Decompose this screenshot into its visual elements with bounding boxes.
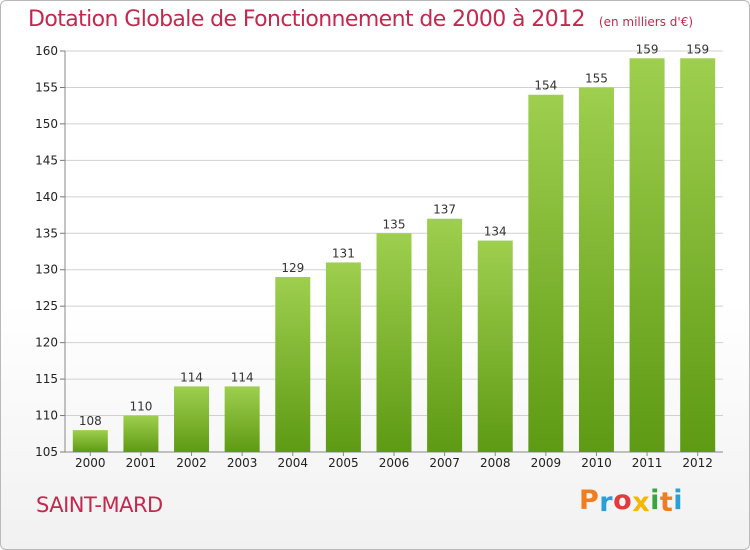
x-tick-label-2012: 2012	[682, 456, 713, 470]
y-tick-label-155: 155	[35, 80, 58, 94]
bar-2007	[427, 218, 463, 452]
logo-letter-4: i	[650, 485, 660, 516]
commune-name: SAINT-MARD	[36, 493, 163, 517]
x-tick-label-2009: 2009	[531, 456, 562, 470]
x-tick-label-2003: 2003	[227, 456, 258, 470]
y-tick-label-160: 160	[35, 44, 58, 58]
data-label-2009: 154	[534, 79, 557, 93]
y-tick-label-115: 115	[35, 372, 58, 386]
chart-title-main: Dotation Globale de Fonctionnement de 20…	[28, 7, 586, 32]
data-label-2001: 110	[129, 400, 152, 414]
bar-2012	[680, 58, 716, 453]
y-tick-label-145: 145	[35, 153, 58, 167]
x-tick-label-2000: 2000	[75, 456, 106, 470]
bar-2001	[123, 415, 159, 452]
data-label-2003: 114	[231, 370, 254, 384]
logo-letter-2: o	[613, 485, 633, 516]
chart-title-unit: (en milliers d'€)	[598, 15, 694, 29]
y-tick-label-135: 135	[35, 226, 58, 240]
y-tick-label-110: 110	[35, 409, 58, 423]
bar-2009	[528, 94, 564, 452]
x-tick-label-2002: 2002	[176, 456, 207, 470]
bar-2011	[629, 58, 665, 453]
y-tick-label-120: 120	[35, 336, 58, 350]
data-label-2012: 159	[686, 42, 709, 56]
bar-2004	[275, 277, 311, 452]
y-tick-label-105: 105	[35, 445, 58, 459]
logo-letter-3: x	[632, 487, 651, 518]
y-tick-label-125: 125	[35, 299, 58, 313]
chart-title: Dotation Globale de Fonctionnement de 20…	[28, 7, 693, 32]
bar-2005	[325, 262, 361, 452]
bar-2002	[174, 386, 210, 452]
data-label-2007: 137	[433, 203, 456, 217]
data-label-2004: 129	[281, 261, 304, 275]
x-tick-label-2011: 2011	[632, 456, 663, 470]
logo-letter-6: i	[673, 485, 684, 516]
bar-2006	[376, 233, 412, 452]
x-tick-label-2007: 2007	[429, 456, 460, 470]
data-label-2011: 159	[636, 42, 659, 56]
data-label-2005: 131	[332, 246, 355, 260]
data-label-2010: 155	[585, 71, 608, 85]
y-tick-label-140: 140	[35, 190, 58, 204]
x-tick-label-2001: 2001	[126, 456, 157, 470]
logo-letter-0: P	[579, 485, 600, 516]
proxiti-logo: Proxiti	[579, 485, 684, 518]
y-tick-label-130: 130	[35, 263, 58, 277]
label-layer: 108 110 114 114 129 131 135 137 134 154 155 159 159	[79, 42, 709, 428]
x-tick-label-2006: 2006	[379, 456, 410, 470]
bar-2003	[224, 386, 260, 452]
logo-letter-1: r	[599, 487, 614, 518]
bar-2008	[477, 240, 513, 452]
x-tick-label-2008: 2008	[480, 456, 511, 470]
data-label-2008: 134	[484, 225, 507, 239]
x-tick-label-2010: 2010	[581, 456, 612, 470]
logo-letter-5: t	[659, 487, 674, 518]
data-label-2000: 108	[79, 414, 102, 428]
bar-2010	[578, 87, 614, 453]
y-tick-label-150: 150	[35, 117, 58, 131]
bar-2000	[72, 430, 108, 452]
data-label-2006: 135	[383, 217, 406, 231]
bar-layer	[72, 58, 716, 453]
x-tick-label-2004: 2004	[277, 456, 308, 470]
data-label-2002: 114	[180, 370, 203, 384]
x-tick-label-2005: 2005	[328, 456, 359, 470]
